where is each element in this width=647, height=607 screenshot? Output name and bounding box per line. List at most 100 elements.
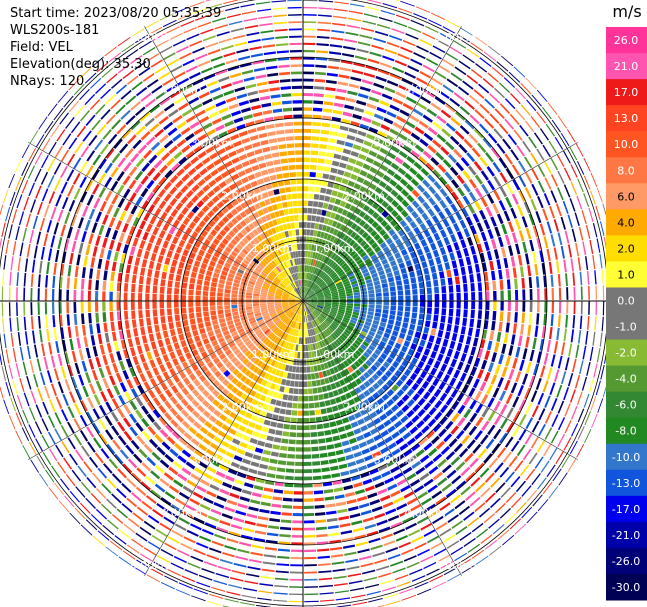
velocity-gate bbox=[311, 312, 316, 319]
velocity-gate bbox=[232, 261, 240, 268]
velocity-gate bbox=[306, 222, 311, 229]
velocity-gate bbox=[71, 350, 77, 363]
velocity-gate bbox=[230, 265, 238, 272]
velocity-gate bbox=[159, 459, 170, 469]
velocity-gate bbox=[332, 275, 339, 281]
velocity-gate bbox=[445, 19, 460, 28]
velocity-gate bbox=[557, 115, 567, 129]
velocity-gate bbox=[351, 372, 358, 379]
velocity-gate bbox=[474, 430, 483, 441]
velocity-gate bbox=[67, 437, 76, 450]
velocity-gate bbox=[455, 526, 468, 535]
velocity-gate bbox=[258, 321, 265, 327]
velocity-gate bbox=[515, 301, 519, 312]
velocity-gate bbox=[355, 160, 364, 168]
velocity-gate bbox=[435, 256, 442, 265]
velocity-gate bbox=[379, 579, 394, 585]
velocity-gate bbox=[222, 187, 231, 195]
velocity-gate bbox=[41, 435, 50, 449]
velocity-gate bbox=[439, 32, 453, 41]
velocity-gate bbox=[218, 279, 226, 285]
velocity-gate bbox=[147, 203, 156, 214]
velocity-gate bbox=[309, 303, 317, 308]
velocity-gate bbox=[57, 90, 69, 103]
velocity-gate bbox=[372, 176, 381, 185]
velocity-gate bbox=[479, 434, 489, 445]
velocity-gate bbox=[362, 363, 369, 371]
velocity-gate bbox=[309, 302, 317, 306]
velocity-gate bbox=[48, 342, 53, 355]
velocity-gate bbox=[196, 312, 202, 318]
velocity-gate bbox=[306, 229, 311, 236]
velocity-gate bbox=[45, 275, 49, 288]
velocity-gate bbox=[80, 400, 88, 412]
velocity-gate bbox=[320, 312, 328, 318]
velocity-gate bbox=[53, 368, 60, 381]
velocity-gate bbox=[349, 513, 361, 519]
velocity-gate bbox=[24, 258, 29, 272]
velocity-gate bbox=[532, 337, 537, 350]
velocity-gate bbox=[344, 283, 351, 288]
velocity-gate bbox=[338, 289, 346, 294]
velocity-gate bbox=[459, 531, 472, 541]
velocity-gate bbox=[118, 529, 131, 539]
velocity-gate bbox=[327, 219, 334, 226]
velocity-gate bbox=[451, 520, 464, 529]
velocity-gate bbox=[316, 253, 321, 260]
velocity-gate bbox=[427, 144, 437, 154]
velocity-gate bbox=[74, 325, 79, 337]
velocity-gate bbox=[438, 90, 450, 100]
velocity-gate bbox=[376, 565, 390, 571]
velocity-gate bbox=[528, 375, 535, 388]
velocity-gate bbox=[325, 278, 332, 284]
velocity-gate bbox=[106, 498, 117, 509]
velocity-gate bbox=[87, 301, 92, 313]
velocity-gate bbox=[403, 491, 415, 499]
velocity-gate bbox=[303, 439, 311, 445]
velocity-gate bbox=[220, 154, 230, 162]
velocity-gate bbox=[549, 382, 556, 396]
velocity-gate bbox=[299, 315, 302, 323]
velocity-gate bbox=[38, 116, 48, 130]
velocity-gate bbox=[253, 383, 260, 391]
velocity-gate bbox=[507, 301, 512, 312]
velocity-gate bbox=[193, 335, 201, 343]
velocity-gate bbox=[310, 222, 316, 229]
velocity-gate bbox=[336, 283, 344, 288]
velocity-gate bbox=[284, 364, 290, 372]
velocity-gate bbox=[375, 288, 382, 294]
velocity-gate bbox=[373, 82, 385, 89]
velocity-gate bbox=[304, 308, 306, 316]
velocity-gate bbox=[493, 301, 497, 311]
velocity-gate bbox=[312, 311, 319, 317]
velocity-gate bbox=[303, 527, 316, 531]
velocity-gate bbox=[290, 312, 296, 320]
velocity-gate bbox=[313, 93, 324, 98]
velocity-gate bbox=[146, 317, 152, 326]
velocity-gate bbox=[245, 339, 252, 347]
velocity-gate bbox=[387, 151, 397, 160]
velocity-gate bbox=[375, 75, 387, 82]
velocity-gate bbox=[290, 417, 297, 423]
velocity-gate bbox=[185, 263, 192, 271]
velocity-gate bbox=[451, 260, 458, 269]
velocity-gate bbox=[411, 382, 420, 391]
velocity-gate bbox=[396, 285, 403, 291]
velocity-gate bbox=[395, 91, 407, 99]
velocity-gate bbox=[253, 269, 260, 276]
velocity-gate bbox=[390, 189, 399, 198]
velocity-gate bbox=[395, 183, 404, 192]
velocity-gate bbox=[478, 83, 490, 94]
velocity-gate bbox=[113, 251, 119, 262]
velocity-gate bbox=[440, 109, 452, 119]
velocity-gate bbox=[349, 355, 356, 363]
velocity-gate bbox=[37, 288, 40, 301]
velocity-gate bbox=[283, 270, 289, 277]
velocity-gate bbox=[208, 415, 217, 423]
velocity-gate bbox=[326, 234, 332, 241]
velocity-gate bbox=[329, 197, 336, 204]
velocity-gate bbox=[409, 114, 420, 123]
velocity-gate bbox=[281, 297, 289, 300]
velocity-gate bbox=[400, 327, 407, 334]
velocity-gate bbox=[314, 342, 319, 350]
